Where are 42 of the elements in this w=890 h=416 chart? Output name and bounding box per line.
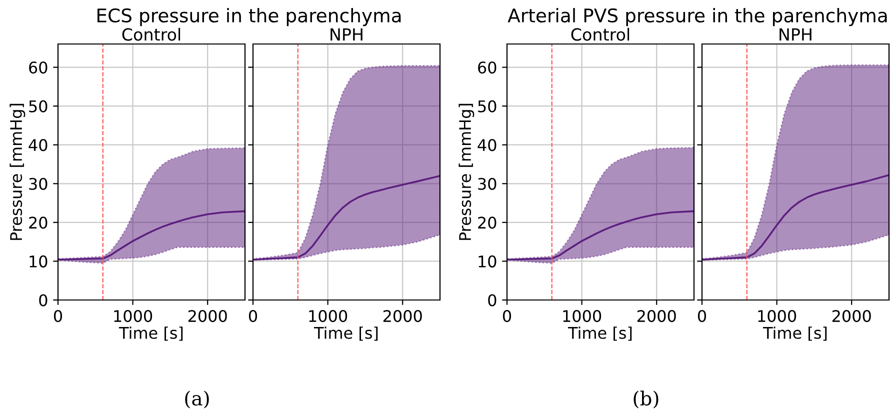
x-tick-label: 0 bbox=[698, 310, 706, 322]
x-axis-title: Time [s] bbox=[314, 326, 378, 341]
x-tick-label: 1000 bbox=[309, 310, 348, 322]
x-tick-label: 2000 bbox=[383, 310, 422, 322]
y-axis-title: Pressure [mmHg] bbox=[458, 104, 474, 240]
y-axis-title: Pressure [mmHg] bbox=[10, 104, 26, 240]
x-tick-label: 2000 bbox=[637, 310, 676, 322]
x-tick-label: 1000 bbox=[563, 310, 602, 322]
y-tick-label: 0 bbox=[39, 294, 48, 306]
y-tick-label: 20 bbox=[478, 216, 496, 229]
chart-title: Arterial PVS pressure in the parenchyma bbox=[508, 8, 887, 26]
x-tick-label: 2000 bbox=[832, 310, 871, 322]
chart-subtitle: Control bbox=[571, 28, 630, 41]
x-tick-label: 2000 bbox=[188, 310, 227, 322]
x-tick-label: 0 bbox=[502, 310, 512, 322]
x-axis-title: Time [s] bbox=[568, 326, 632, 341]
x-axis-title: Time [s] bbox=[118, 326, 183, 341]
chart-subtitle: Control bbox=[122, 28, 180, 41]
y-tick-label: 50 bbox=[29, 100, 48, 112]
chart-subtitle: NPH bbox=[780, 28, 812, 41]
chart-subtitle: NPH bbox=[330, 28, 362, 41]
y-tick-label: 50 bbox=[478, 100, 496, 112]
text: (b) bbox=[634, 390, 658, 408]
x-tick-label: 0 bbox=[248, 310, 258, 322]
x-tick-label: 0 bbox=[54, 310, 62, 322]
y-tick-label: 40 bbox=[478, 139, 496, 152]
y-tick-label: 30 bbox=[478, 178, 496, 190]
text: (a) bbox=[185, 390, 209, 408]
y-tick-label: 60 bbox=[478, 61, 496, 74]
y-tick-label: 60 bbox=[29, 61, 48, 74]
y-tick-label: 10 bbox=[478, 255, 496, 268]
chart-title: ECS pressure in the parenchyma bbox=[98, 8, 401, 26]
y-tick-label: 40 bbox=[28, 139, 48, 152]
y-tick-label: 30 bbox=[29, 178, 48, 190]
line-series bbox=[507, 210, 694, 261]
x-tick-label: 1000 bbox=[114, 310, 152, 322]
x-axis-title: Time [s] bbox=[762, 326, 827, 341]
y-tick-label: 10 bbox=[30, 255, 48, 268]
x-tick-label: 1000 bbox=[758, 310, 796, 322]
y-tick-label: 0 bbox=[488, 294, 496, 306]
y-tick-label: 20 bbox=[29, 216, 48, 229]
line-series bbox=[58, 210, 245, 261]
